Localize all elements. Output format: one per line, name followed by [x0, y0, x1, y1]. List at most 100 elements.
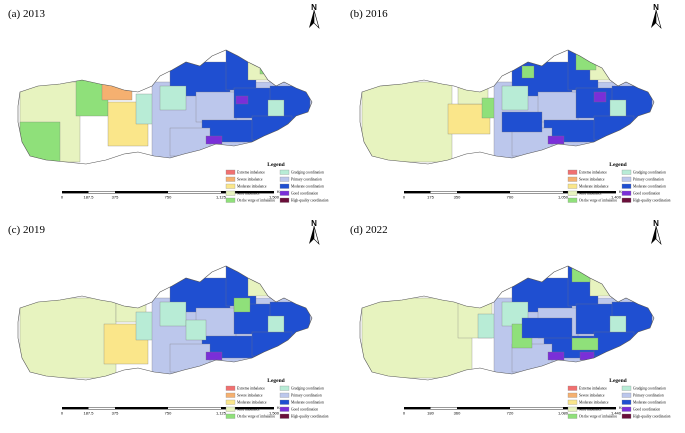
legend-swatch: [621, 392, 632, 398]
scale-tick-label: 1,080: [558, 411, 569, 416]
legend-item-label: Good coordination: [291, 192, 318, 196]
panel-title: (d) 2022: [350, 224, 388, 236]
legend-swatch: [279, 385, 290, 391]
scale-tick-label: 350: [454, 195, 461, 200]
scale-tick-label: 1,050: [558, 195, 569, 200]
north-arrow-icon: [650, 225, 662, 245]
legend-item-label: Moderate coordination: [633, 185, 666, 189]
scale-tick-label: 1,400: [611, 195, 622, 200]
legend-title: Legend: [609, 378, 626, 384]
legend-item-label: Mild imbalance: [237, 408, 260, 412]
map-panel: (a) 2013N0187.53757501,1251,500KmLegendE…: [8, 3, 329, 203]
map-area: [571, 337, 599, 351]
map-area: [361, 297, 473, 379]
map-region: [17, 49, 313, 165]
legend-swatch: [567, 197, 578, 203]
map-area: [267, 99, 285, 117]
legend-swatch: [621, 399, 632, 405]
legend-swatch: [621, 190, 632, 196]
scale-tick-label: 750: [165, 195, 172, 200]
legend-swatch: [621, 169, 632, 175]
legend-item-label: High-quality coordination: [633, 199, 671, 203]
legend-swatch: [279, 183, 290, 189]
scale-tick-label: 1,440: [611, 411, 622, 416]
scale-tick-label: 750: [165, 411, 172, 416]
legend-item-label: On the verge of imbalance: [237, 199, 275, 203]
legend-title: Legend: [267, 378, 284, 384]
legend-item-label: Mild imbalance: [579, 192, 602, 196]
map-area: [19, 121, 61, 163]
legend-item-label: Primary coordination: [291, 178, 322, 182]
legend-item-label: Moderate coordination: [633, 401, 666, 405]
map-area: [537, 91, 579, 123]
legend-swatch: [567, 406, 578, 412]
north-arrow-icon: [650, 9, 662, 29]
legend-swatch: [621, 413, 632, 419]
scale-tick-label: 375: [112, 195, 119, 200]
legend-item-label: Grudging coordination: [291, 387, 324, 391]
map-region: [17, 265, 313, 381]
map-area: [511, 343, 553, 373]
map-area: [501, 111, 543, 133]
legend-swatch: [225, 176, 236, 182]
legend-item-label: On the verge of imbalance: [237, 415, 275, 419]
legend-item-label: Extreme imbalance: [237, 171, 265, 175]
map-panel: (c) 2019N0187.53757501,1251,500KmLegendE…: [8, 219, 329, 419]
map-region: [359, 265, 655, 381]
legend-item-label: Primary coordination: [633, 394, 664, 398]
map-area: [521, 317, 573, 339]
legend-item-label: Moderate imbalance: [237, 401, 267, 405]
map-panels: (a) 2013N0187.53757501,1251,500KmLegendE…: [8, 3, 671, 419]
north-arrow-icon: [308, 225, 320, 245]
legend-swatch: [225, 399, 236, 405]
map-area: [579, 351, 595, 361]
scale-tick-label: 700: [507, 195, 514, 200]
legend-swatch: [621, 385, 632, 391]
legend-item-label: Severe imbalance: [579, 178, 605, 182]
map-area: [501, 85, 529, 111]
map-area: [593, 91, 607, 103]
north-arrow-icon: [308, 9, 320, 29]
map-panel: (b) 2016N01753507001,0501,400KmLegendExt…: [350, 3, 671, 203]
legend-item-label: Severe imbalance: [237, 394, 263, 398]
legend-item-label: Grudging coordination: [633, 171, 666, 175]
scale-tick-label: 0: [403, 195, 406, 200]
legend-item-label: High-quality coordination: [291, 199, 329, 203]
legend-swatch: [279, 406, 290, 412]
map-area: [169, 343, 211, 373]
map-area: [195, 91, 237, 123]
legend-swatch: [225, 197, 236, 203]
legend-swatch: [567, 176, 578, 182]
legend-swatch: [225, 183, 236, 189]
scale-tick-label: 187.5: [83, 195, 94, 200]
map-area: [589, 275, 611, 297]
map-area: [251, 115, 293, 141]
map-region: [359, 49, 655, 165]
scale-tick-label: 1,125: [216, 411, 227, 416]
scale-tick-label: 1,500: [269, 195, 280, 200]
legend-item-label: Moderate imbalance: [237, 185, 267, 189]
legend-item-label: Moderate imbalance: [579, 401, 609, 405]
scale-tick-label: 360: [454, 411, 461, 416]
map-area: [609, 315, 627, 333]
legend-item-label: Severe imbalance: [237, 178, 263, 182]
legend-swatch: [279, 190, 290, 196]
legend-item-label: Primary coordination: [633, 178, 664, 182]
map-area: [205, 135, 223, 145]
legend-swatch: [225, 413, 236, 419]
legend-item-label: High-quality coordination: [633, 415, 671, 419]
scale-tick-label: 0: [403, 411, 406, 416]
legend-swatch: [225, 406, 236, 412]
legend-item-label: Grudging coordination: [633, 387, 666, 391]
legend-item-label: Good coordination: [633, 408, 660, 412]
legend-item-label: Severe imbalance: [579, 394, 605, 398]
map-area: [205, 351, 223, 361]
map-area: [575, 303, 617, 335]
map-area: [575, 50, 597, 71]
map-area: [159, 85, 187, 111]
legend-swatch: [279, 169, 290, 175]
legend-item-label: Extreme imbalance: [579, 387, 607, 391]
